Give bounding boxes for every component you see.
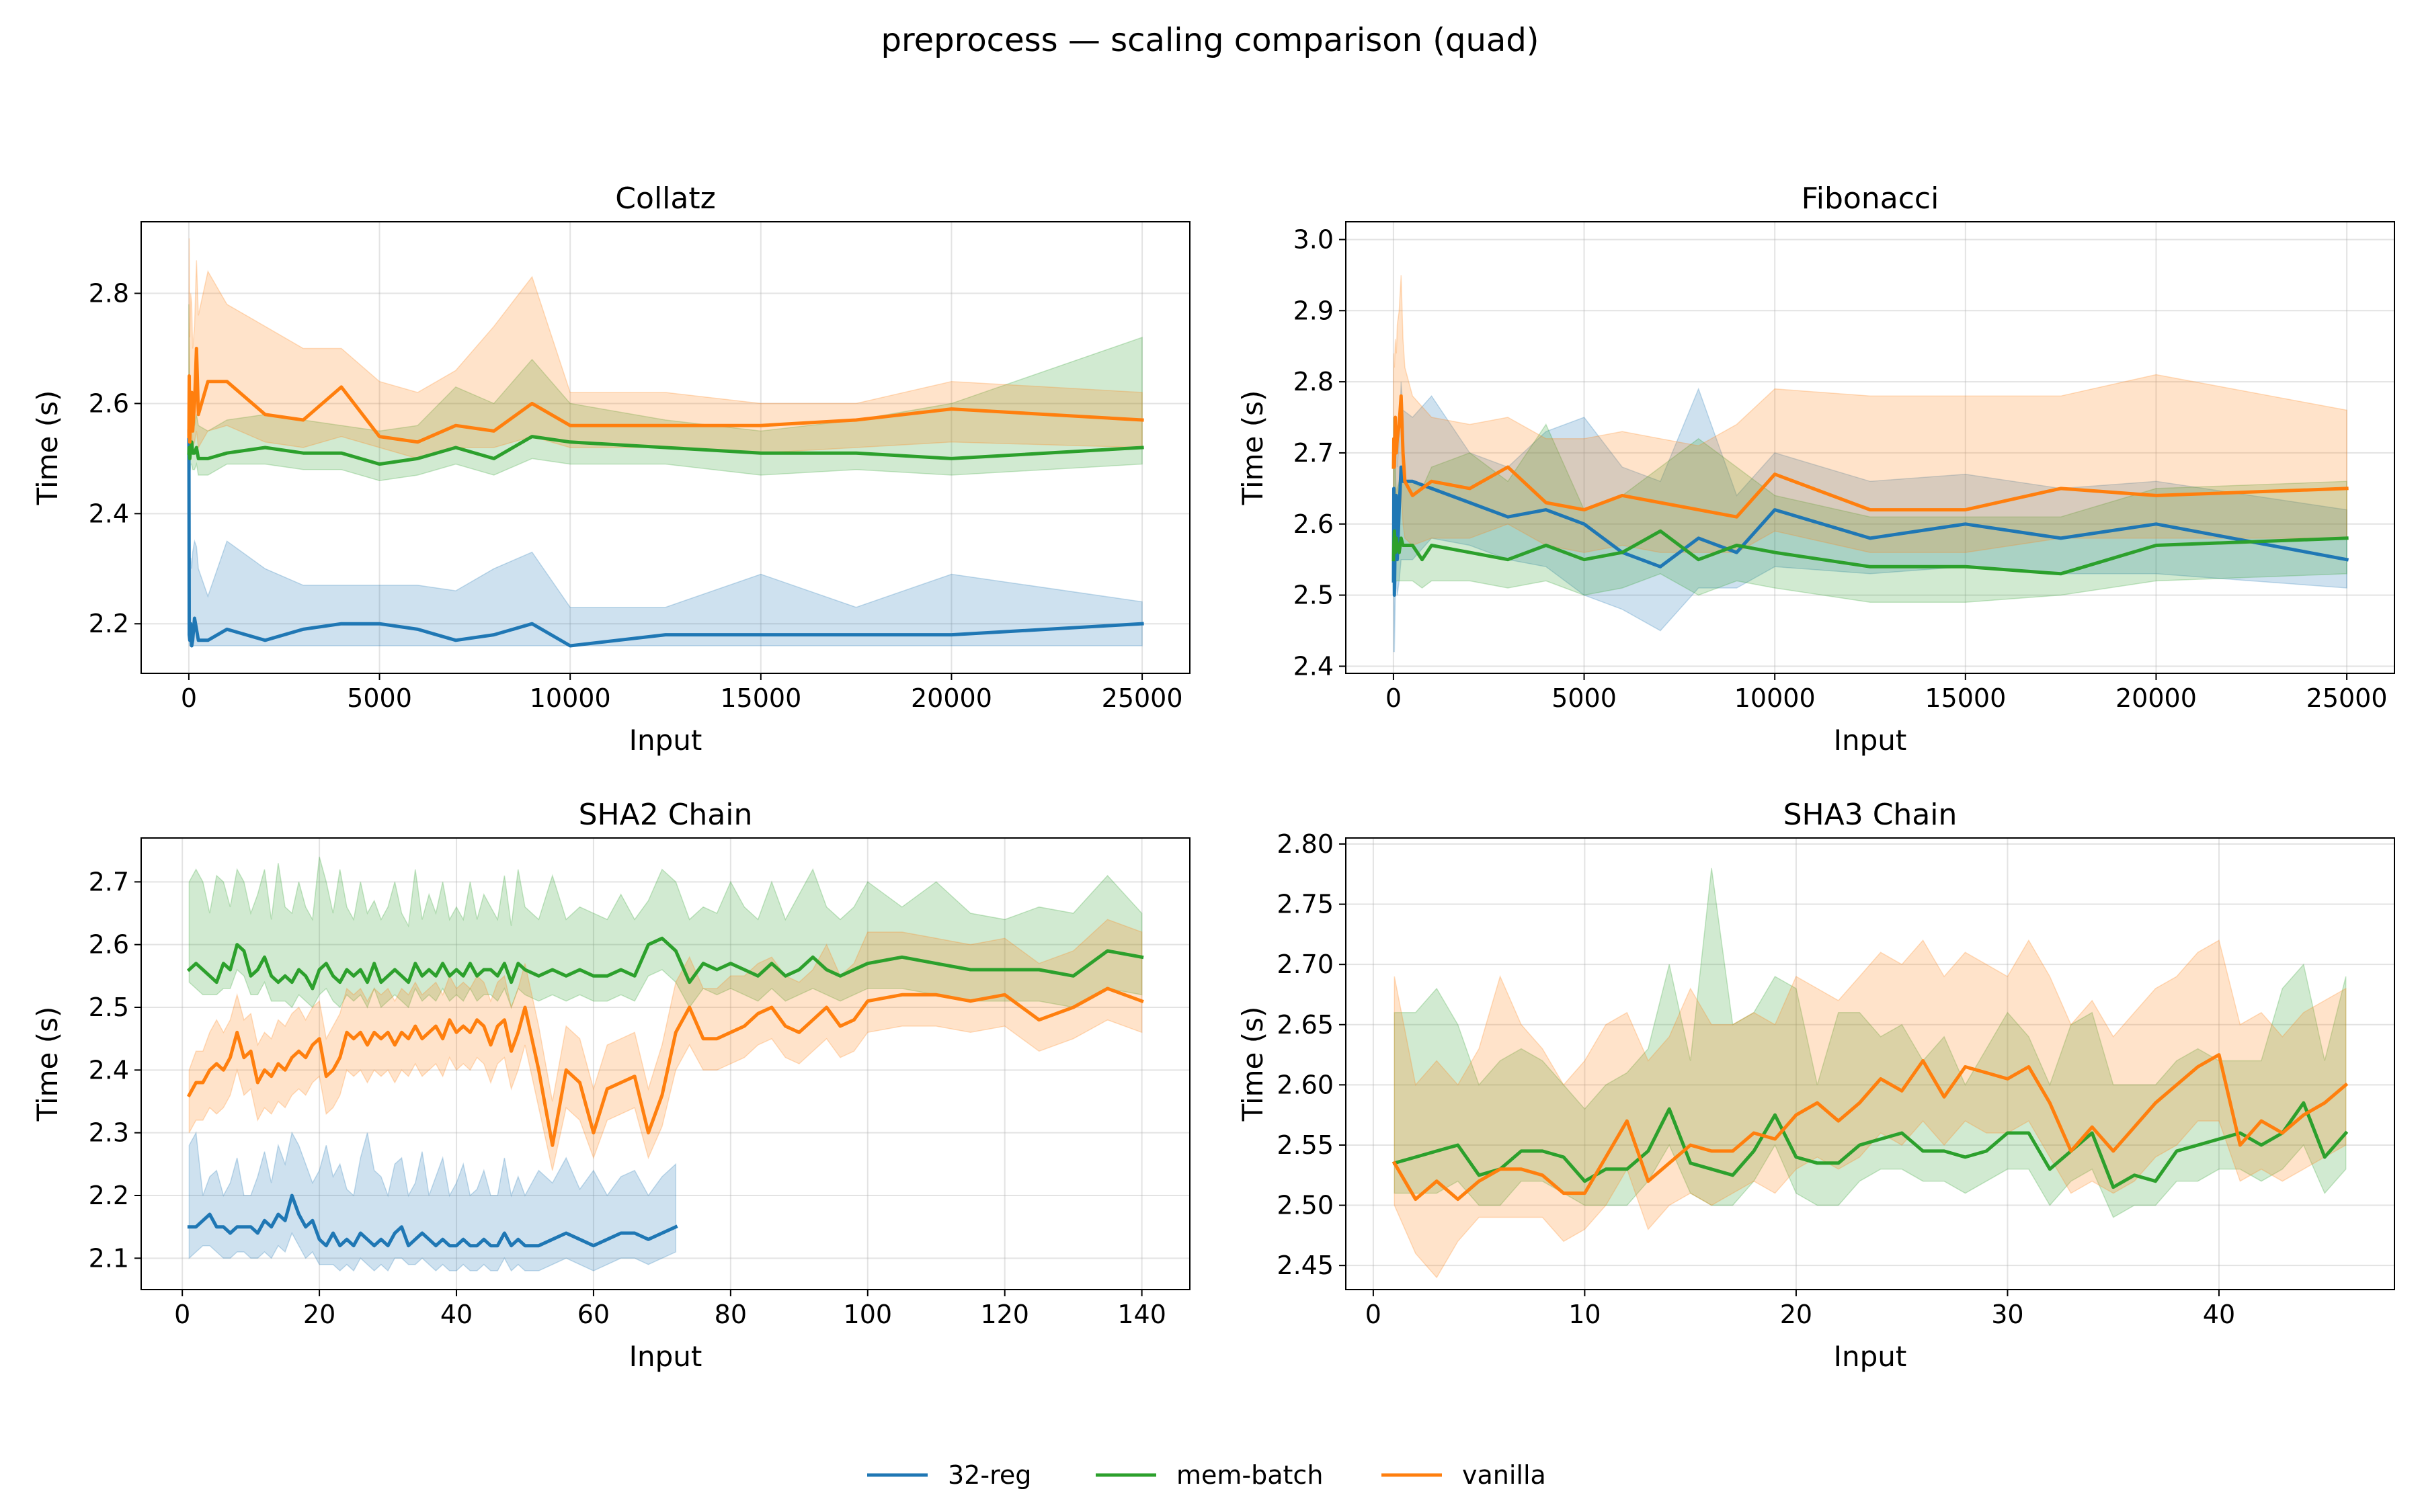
legend-item-mem-batch: mem-batch xyxy=(1096,1460,1323,1490)
y-tick-label: 2.4 xyxy=(89,499,129,528)
series-line-vanilla xyxy=(1392,394,2349,519)
y-tick-label: 2.4 xyxy=(89,1055,129,1085)
y-axis-label: Time (s) xyxy=(1236,390,1269,506)
y-tick-label: 2.65 xyxy=(1277,1010,1334,1040)
x-tick-label: 5000 xyxy=(1551,683,1617,713)
y-axis-label: Time (s) xyxy=(31,1007,64,1122)
axes-frame xyxy=(1345,221,2395,674)
series-line-mem-batch xyxy=(1392,1101,2349,1189)
series-line-mem-batch xyxy=(1392,529,2349,576)
x-tick-label: 10 xyxy=(1568,1300,1601,1329)
y-tick-label: 2.5 xyxy=(89,993,129,1022)
x-tick-label: 20000 xyxy=(911,683,992,713)
y-tick-label: 2.80 xyxy=(1277,829,1334,859)
x-tick-label: 5000 xyxy=(347,683,412,713)
x-axis-label: Input xyxy=(629,724,702,757)
x-tick-label: 100 xyxy=(844,1300,893,1329)
x-tick-label: 10000 xyxy=(1734,683,1816,713)
band-32-reg xyxy=(188,1131,677,1272)
band-32-reg xyxy=(188,403,1143,646)
x-axis-label: Input xyxy=(1834,1340,1907,1373)
legend: 32-reg mem-batch vanilla xyxy=(867,1460,1546,1490)
y-tick-label: 2.8 xyxy=(89,279,129,308)
legend-item-32-reg: 32-reg xyxy=(867,1460,1031,1490)
y-tick-label: 2.9 xyxy=(1293,296,1334,325)
x-tick-label: 20000 xyxy=(2115,683,2197,713)
y-tick-label: 2.6 xyxy=(1293,509,1334,539)
y-tick-label: 2.45 xyxy=(1277,1251,1334,1280)
band-vanilla xyxy=(188,919,1143,1171)
x-tick-label: 80 xyxy=(715,1300,747,1329)
axes-frame xyxy=(140,837,1191,1290)
subplot-title: SHA2 Chain xyxy=(579,798,753,832)
y-tick-label: 2.60 xyxy=(1277,1070,1334,1099)
subplot-1: 0 5000 10000 15000 20000 25000 2.2 2.4 2.6 2.8 Col… xyxy=(31,181,1191,757)
x-tick-label: 0 xyxy=(1365,1300,1381,1329)
x-tick-label: 140 xyxy=(1117,1300,1166,1329)
x-axis-label: Input xyxy=(629,1340,702,1373)
subplot-4: 0 10 20 30 40 2.45 2.50 2.55 2.60 2.65 2.70 2.75 2.8… xyxy=(1236,798,2395,1373)
y-tick-label: 2.7 xyxy=(89,867,129,896)
legend-label: mem-batch xyxy=(1176,1460,1323,1490)
y-axis-label: Time (s) xyxy=(1236,1007,1269,1122)
y-tick-label: 2.6 xyxy=(89,388,129,418)
x-tick-label: 15000 xyxy=(1925,683,2006,713)
legend-item-vanilla: vanilla xyxy=(1381,1460,1546,1490)
x-tick-label: 120 xyxy=(980,1300,1029,1329)
x-tick-label: 0 xyxy=(181,683,197,713)
series-line-vanilla xyxy=(187,986,1144,1147)
x-tick-label: 25000 xyxy=(2306,683,2388,713)
series-line-vanilla xyxy=(187,347,1144,444)
x-axis-label: Input xyxy=(1834,724,1907,757)
series-line-32-reg xyxy=(187,429,1144,648)
y-axis-label: Time (s) xyxy=(31,390,64,506)
axes-frame xyxy=(1345,837,2395,1290)
y-tick-label: 3.0 xyxy=(1293,224,1334,254)
band-mem-batch xyxy=(1394,868,2347,1218)
y-tick-label: 2.7 xyxy=(1293,438,1334,468)
x-tick-label: 0 xyxy=(1385,683,1402,713)
x-tick-label: 60 xyxy=(577,1300,610,1329)
x-tick-label: 30 xyxy=(1991,1300,2023,1329)
x-tick-label: 20 xyxy=(303,1300,335,1329)
x-tick-label: 40 xyxy=(2203,1300,2235,1329)
series-line-32-reg xyxy=(187,1193,678,1248)
y-tick-label: 2.4 xyxy=(1293,651,1334,681)
x-tick-label: 0 xyxy=(174,1300,190,1329)
series-line-mem-batch xyxy=(186,936,1144,991)
series-line-mem-batch xyxy=(187,435,1144,466)
y-tick-label: 2.70 xyxy=(1277,950,1334,979)
series-line-vanilla xyxy=(1392,1053,2349,1202)
x-tick-label: 10000 xyxy=(530,683,611,713)
axes-frame xyxy=(140,221,1191,674)
y-tick-label: 2.6 xyxy=(89,930,129,960)
legend-label: vanilla xyxy=(1462,1460,1546,1490)
y-tick-label: 2.5 xyxy=(1293,581,1334,610)
band-vanilla xyxy=(1393,275,2347,560)
figure-title: preprocess — scaling comparison (quad) xyxy=(881,22,1539,59)
y-tick-label: 2.50 xyxy=(1277,1191,1334,1220)
band-vanilla xyxy=(1394,939,2347,1279)
subplot-title: Fibonacci xyxy=(1802,181,1939,216)
x-tick-label: 15000 xyxy=(720,683,801,713)
y-tick-label: 2.3 xyxy=(89,1118,129,1148)
subplot-title: Collatz xyxy=(615,181,715,216)
y-tick-label: 2.75 xyxy=(1277,890,1334,919)
x-tick-label: 25000 xyxy=(1102,683,1183,713)
legend-label: 32-reg xyxy=(948,1460,1031,1490)
series-line-32-reg xyxy=(1392,465,2349,597)
y-tick-label: 2.2 xyxy=(89,1181,129,1210)
subplot-2: 0 5000 10000 15000 20000 25000 2.4 2.5 2.6 2.7 2.8… xyxy=(1236,181,2395,757)
x-tick-label: 40 xyxy=(440,1300,473,1329)
subplot-3: 0 20 40 60 80 100 120 140 2.1 2.2 2.3 2.4 2.5 2.6 2.7 S… xyxy=(31,798,1191,1373)
y-tick-label: 2.8 xyxy=(1293,367,1334,396)
y-tick-label: 2.1 xyxy=(89,1243,129,1273)
y-tick-label: 2.55 xyxy=(1277,1130,1334,1160)
subplot-title: SHA3 Chain xyxy=(1783,798,1958,832)
band-32-reg xyxy=(1393,382,2347,653)
x-tick-label: 20 xyxy=(1780,1300,1812,1329)
y-tick-label: 2.2 xyxy=(89,609,129,638)
